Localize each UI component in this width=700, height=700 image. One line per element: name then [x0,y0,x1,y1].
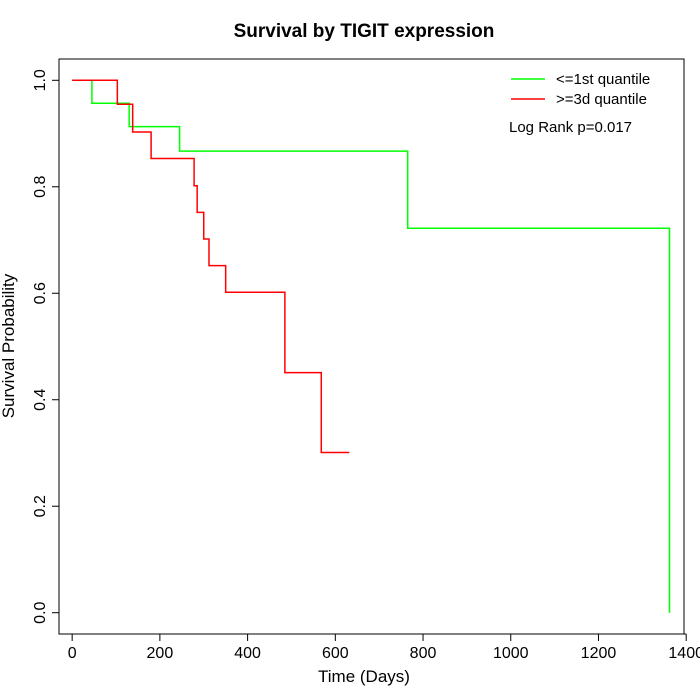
series-layer [72,79,671,613]
x-tick-label: 800 [410,645,437,662]
x-tick-label: 200 [147,645,174,662]
survival-curve-1 [72,79,671,613]
x-tick-label: 600 [322,645,349,662]
x-tick-label: 0 [68,645,77,662]
y-tick-label: 1.0 [32,69,49,91]
legend-label-1: <=1st quantile [556,71,650,88]
x-axis: 0 200 400 600 800 1000 1200 1400 [68,633,700,662]
y-axis: 0.0 0.2 0.4 0.6 0.8 1.0 [32,69,60,624]
y-axis-label: Survival Probability [0,273,18,418]
survival-curve-2 [72,79,350,454]
y-tick-label: 0.6 [32,282,49,304]
legend-label-2: >=3d quantile [556,91,647,108]
x-tick-label: 1000 [493,645,529,662]
x-tick-label: 400 [234,645,261,662]
chart-title: Survival by TIGIT expression [234,21,495,42]
y-tick-label: 0.4 [32,389,49,411]
y-tick-label: 0.8 [32,176,49,198]
y-tick-label: 0.2 [32,495,49,517]
legend: <=1st quantile >=3d quantile [511,71,650,108]
x-tick-label: 1200 [581,645,617,662]
plot-area-frame [58,58,685,635]
x-tick-label: 1400 [668,645,700,662]
y-tick-label: 0.0 [32,601,49,623]
log-rank-annotation: Log Rank p=0.017 [509,119,632,136]
x-axis-label: Time (Days) [318,667,410,686]
